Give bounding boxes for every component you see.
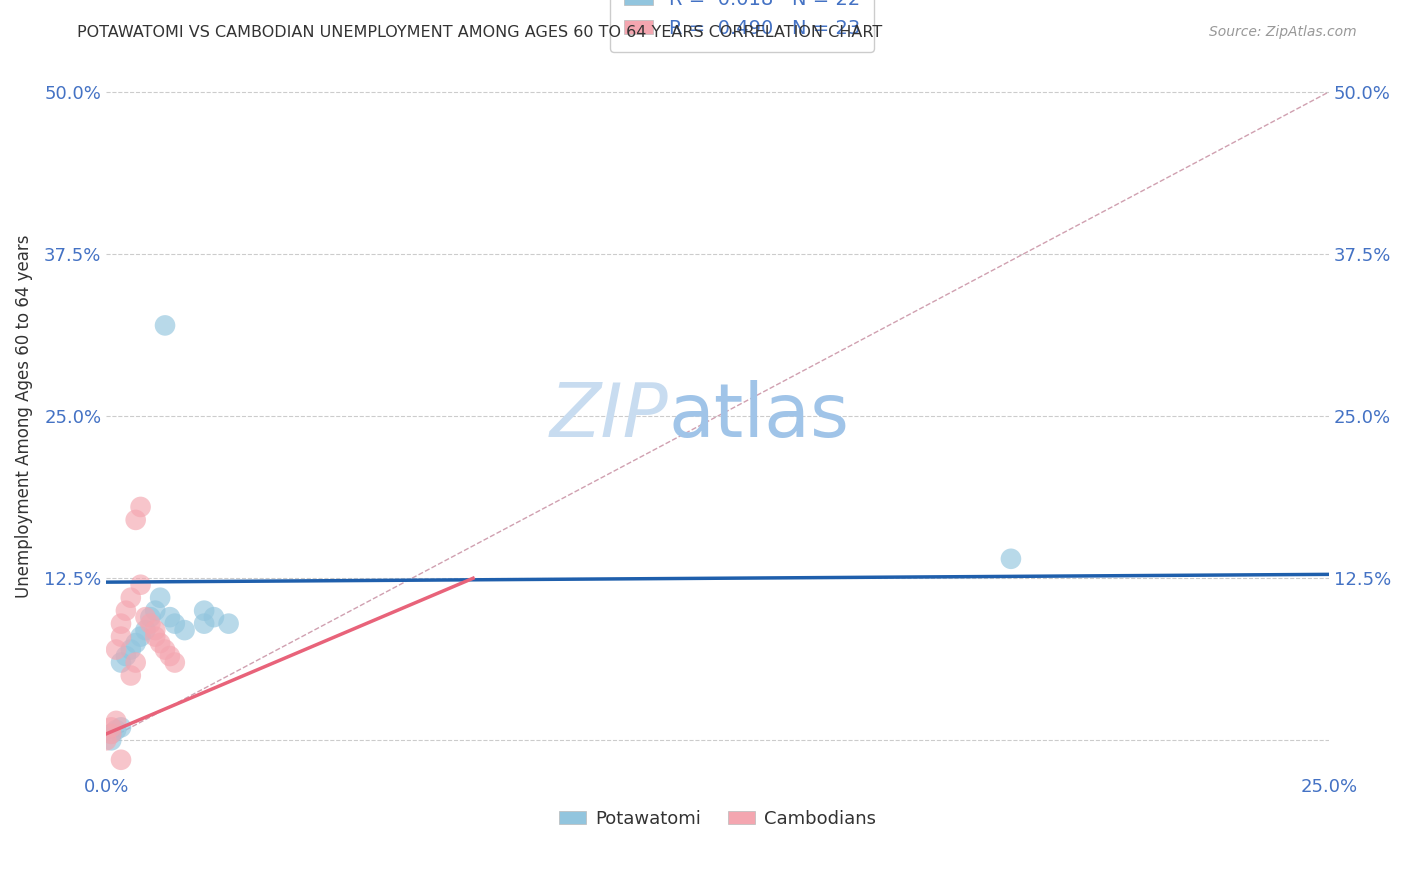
Point bbox=[129, 630, 152, 644]
Point bbox=[110, 630, 132, 644]
Point bbox=[163, 616, 186, 631]
Point bbox=[110, 616, 132, 631]
Point bbox=[120, 642, 142, 657]
Point bbox=[105, 723, 128, 737]
Point bbox=[149, 636, 172, 650]
Point bbox=[100, 733, 122, 747]
Point bbox=[120, 591, 142, 605]
Text: ZIP: ZIP bbox=[550, 380, 669, 452]
Point bbox=[134, 623, 156, 637]
Point bbox=[129, 500, 152, 514]
Point bbox=[193, 604, 215, 618]
Point bbox=[115, 648, 138, 663]
Text: Source: ZipAtlas.com: Source: ZipAtlas.com bbox=[1209, 25, 1357, 39]
Point bbox=[139, 616, 162, 631]
Point bbox=[149, 591, 172, 605]
Point bbox=[125, 636, 148, 650]
Point bbox=[202, 610, 225, 624]
Point bbox=[96, 733, 118, 747]
Point bbox=[110, 753, 132, 767]
Y-axis label: Unemployment Among Ages 60 to 64 years: Unemployment Among Ages 60 to 64 years bbox=[15, 235, 32, 598]
Point bbox=[153, 642, 176, 657]
Point bbox=[110, 720, 132, 734]
Text: POTAWATOMI VS CAMBODIAN UNEMPLOYMENT AMONG AGES 60 TO 64 YEARS CORRELATION CHART: POTAWATOMI VS CAMBODIAN UNEMPLOYMENT AMO… bbox=[77, 25, 883, 40]
Point bbox=[105, 714, 128, 728]
Point bbox=[139, 610, 162, 624]
Point bbox=[159, 610, 181, 624]
Point bbox=[1000, 551, 1022, 566]
Point bbox=[100, 727, 122, 741]
Point bbox=[125, 513, 148, 527]
Point bbox=[129, 578, 152, 592]
Legend: Potawatomi, Cambodians: Potawatomi, Cambodians bbox=[551, 803, 883, 835]
Point bbox=[120, 668, 142, 682]
Point bbox=[143, 604, 166, 618]
Point bbox=[100, 720, 122, 734]
Text: atlas: atlas bbox=[669, 380, 849, 452]
Point bbox=[193, 616, 215, 631]
Point bbox=[105, 642, 128, 657]
Point bbox=[100, 727, 122, 741]
Point bbox=[153, 318, 176, 333]
Point bbox=[115, 604, 138, 618]
Point bbox=[218, 616, 240, 631]
Point bbox=[143, 630, 166, 644]
Point bbox=[134, 610, 156, 624]
Point bbox=[125, 656, 148, 670]
Point bbox=[173, 623, 195, 637]
Point bbox=[143, 623, 166, 637]
Point bbox=[110, 656, 132, 670]
Point bbox=[163, 656, 186, 670]
Point bbox=[159, 648, 181, 663]
